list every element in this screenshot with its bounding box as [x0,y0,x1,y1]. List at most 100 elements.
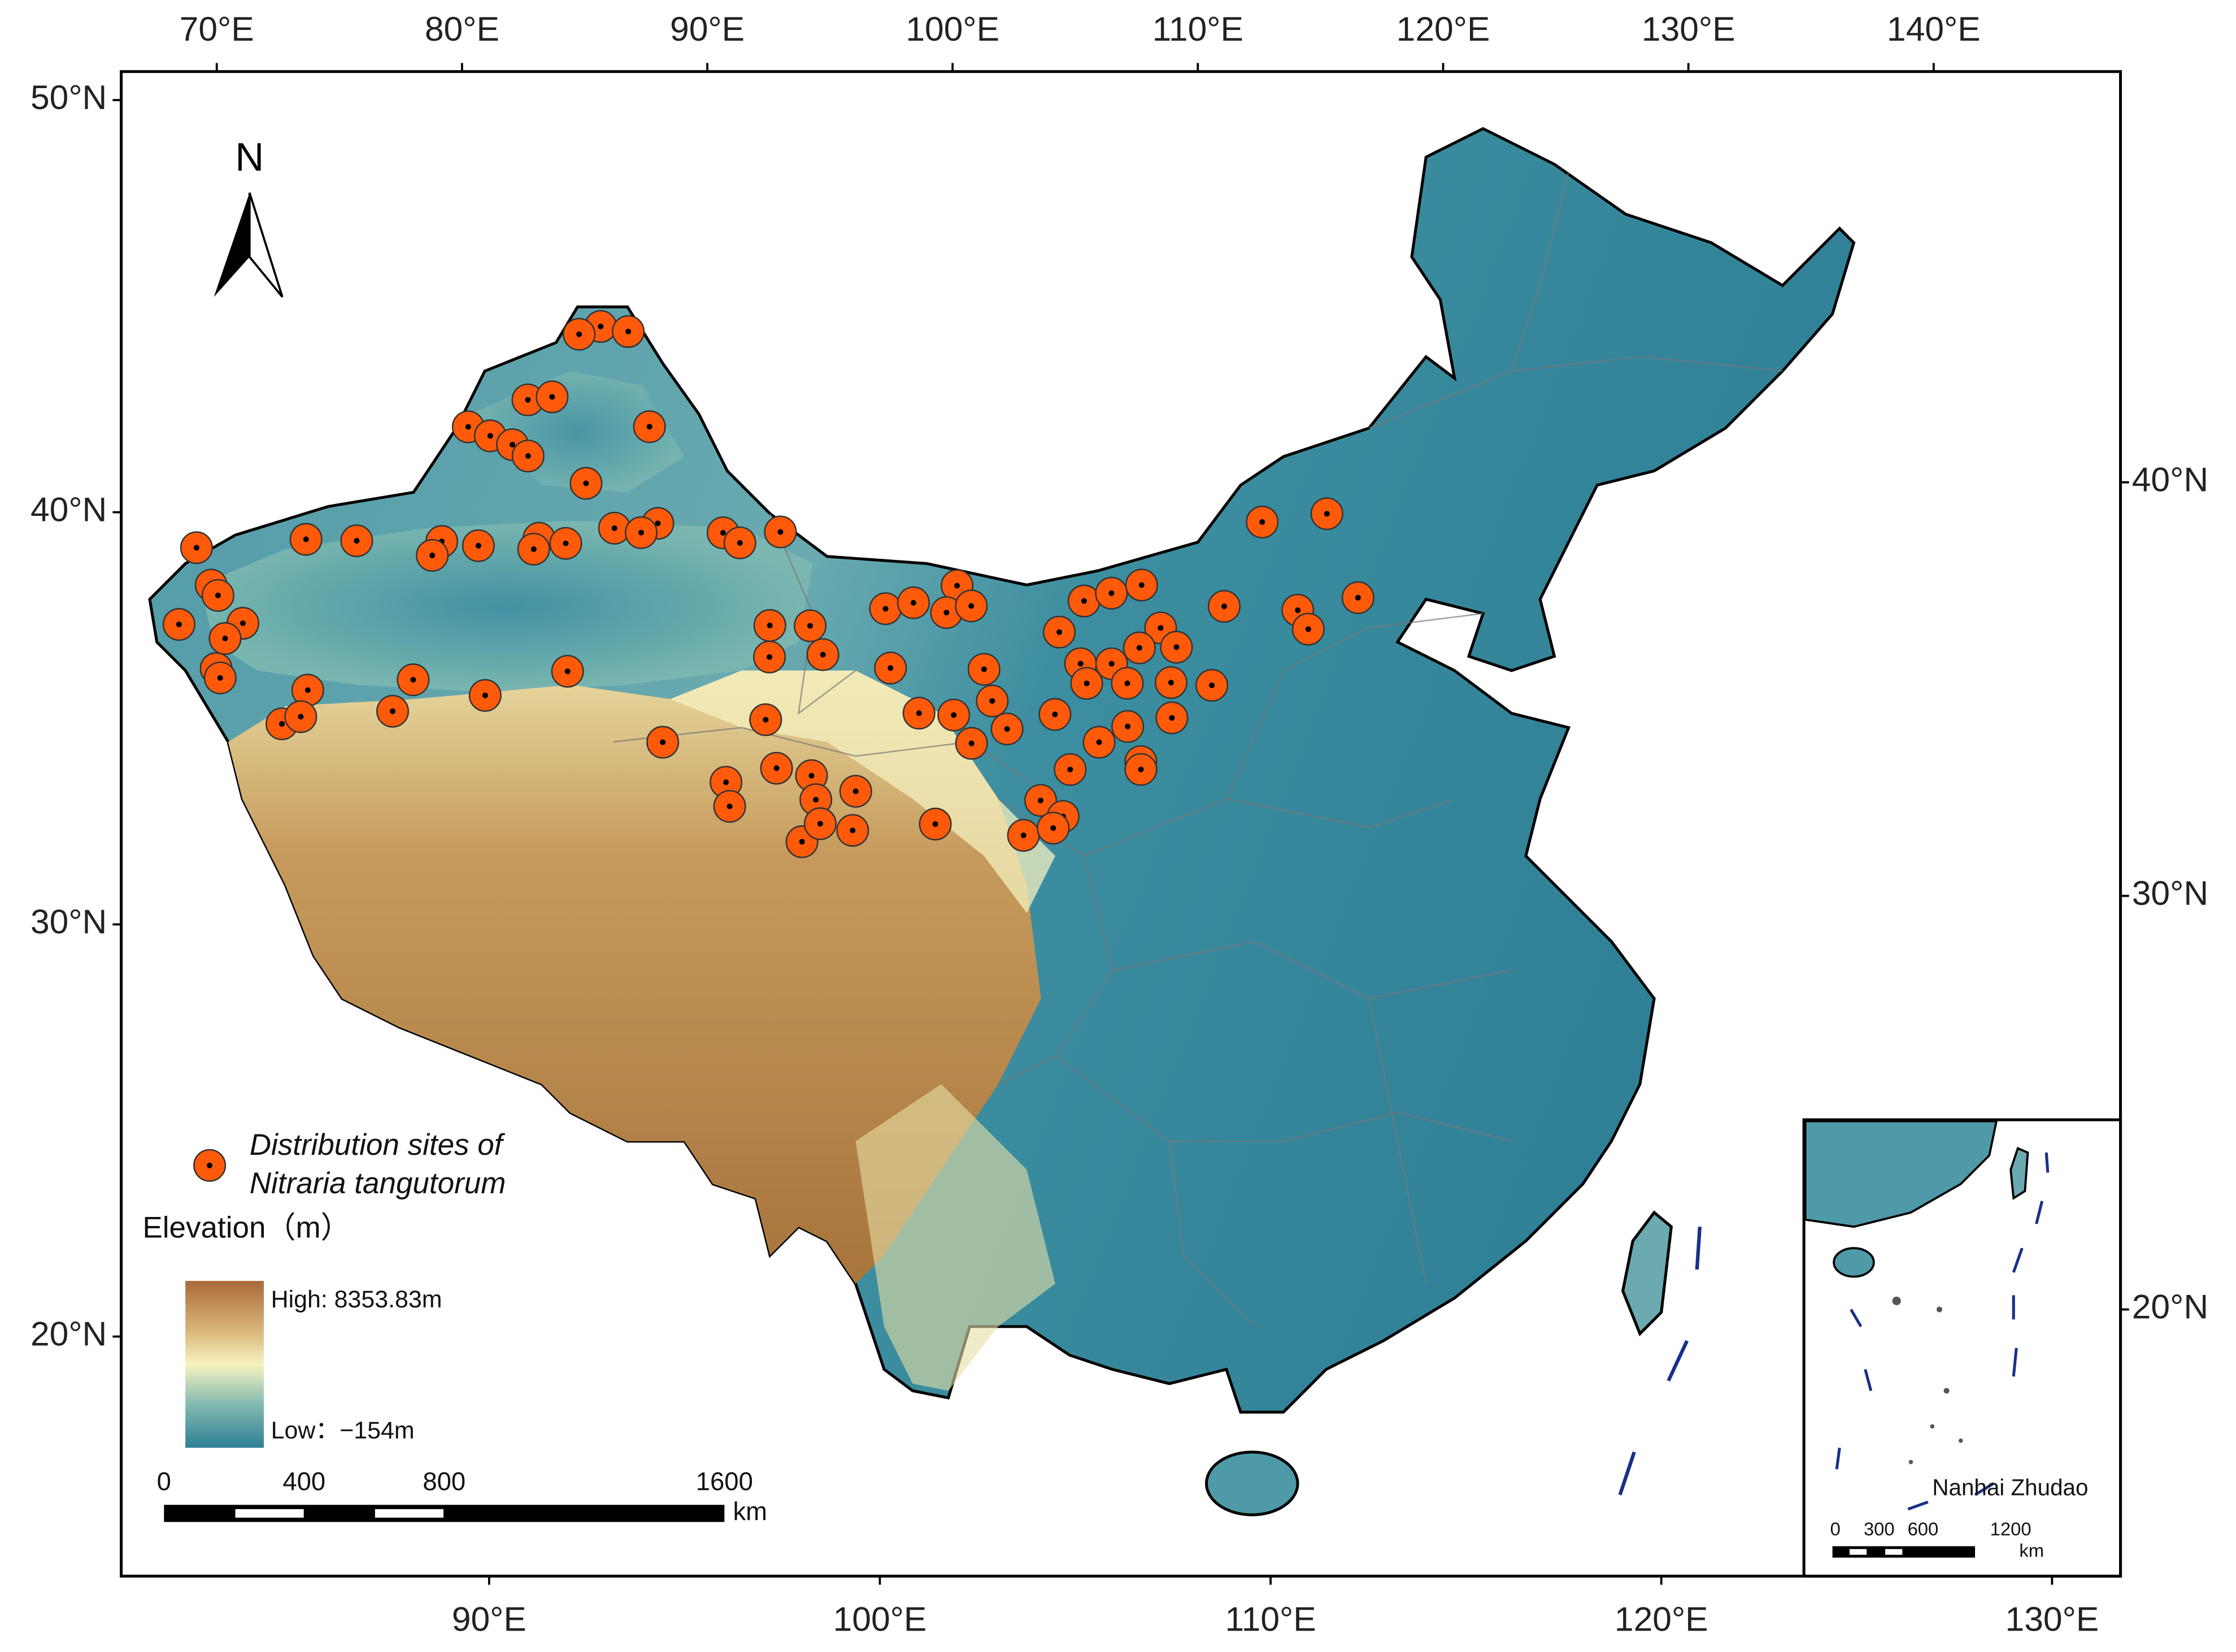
inset-scale-gap [1849,1549,1867,1555]
site-dot [638,529,645,536]
scale-label: 1600 [696,1467,753,1496]
site [723,526,756,559]
site [1160,631,1193,664]
site [753,609,786,642]
site-dot [611,525,617,531]
site [955,727,988,760]
site-dot [850,827,856,833]
legend-label: Nitraria tangutorum [250,1167,506,1200]
site-dot [655,520,661,527]
site-dot [193,545,199,551]
site-dot [882,606,889,612]
lon-tick-label: 100°E [833,1600,927,1638]
site-dot [240,620,246,627]
island [1892,1296,1901,1306]
site-dot [303,536,309,542]
inset-scale-label: 0 [1830,1519,1841,1540]
inset-scale-label: 300 [1864,1519,1895,1540]
border [1511,171,1569,372]
lon-tick-label: 80°E [425,10,499,48]
site-dot [1173,644,1180,650]
border [769,513,856,715]
site-dot [773,765,780,771]
site [760,751,793,785]
site-dot [888,665,894,671]
site-dot [525,397,531,403]
site [511,440,545,473]
island [1943,1388,1950,1394]
site-dot [1084,680,1090,686]
site-dot [525,453,531,459]
site [1067,584,1100,618]
site [1195,668,1229,702]
site-dot [1305,626,1311,632]
site-dot [910,599,917,606]
site [208,622,242,655]
site [794,609,827,642]
site [919,807,952,841]
site [806,638,839,671]
island [1908,1460,1913,1464]
site [1043,615,1076,649]
site-dot [1324,511,1330,517]
island [1930,1424,1935,1429]
inset-title: Nanhai Zhudao [1932,1474,2088,1500]
site [517,532,550,566]
site [869,592,902,625]
site-dot [943,610,950,616]
site-dot [354,538,360,544]
site-dot [465,424,471,430]
site-dot [549,394,555,400]
scale-bar-gap [235,1509,304,1518]
lon-tick-label: 130°E [1642,10,1735,48]
site [1082,725,1116,759]
elevation-title: Elevation（m） [142,1211,350,1244]
site-dot [932,821,938,827]
site [1123,631,1156,664]
site [897,586,930,619]
inset-hainan [1833,1247,1875,1278]
dash [1835,1152,2050,1511]
site [633,410,666,444]
tarim-basin [199,520,813,692]
site [1207,590,1241,623]
scale-bar-gap [375,1509,444,1518]
inset-scale-body [1832,1546,1976,1558]
scale-label: 800 [423,1467,466,1496]
site [162,608,195,641]
site-dot [1259,519,1265,525]
site [201,579,234,612]
lon-tick-label: 110°E [1225,1600,1316,1638]
site [902,697,936,730]
site-dot [820,651,826,658]
site-dot [475,542,481,549]
site [563,318,596,351]
border [1083,612,1484,857]
site [803,807,837,840]
site [1111,667,1144,700]
site-dot [852,788,859,794]
site [1007,819,1040,852]
site-dot [799,838,805,845]
border [1055,1055,1512,1142]
site [416,538,449,572]
nine-dash-line [1618,1227,1702,1496]
site [1054,753,1087,786]
site [1246,505,1279,538]
site [990,712,1024,746]
site-dot [1052,711,1058,718]
site [646,725,680,759]
legend-marker-dot [207,1162,213,1168]
site-dot [1138,766,1144,772]
site-dot [1004,726,1010,732]
site [397,663,430,697]
site-dot [215,592,221,598]
site-dot [727,803,733,810]
graticule-labels: 70°E 80°E 90°E 100°E 110°E 120°E 130°E 140°E 90°… [31,10,2208,1638]
site-dot [737,540,743,546]
site-dot [723,779,729,785]
elevation-ramp [185,1281,264,1448]
site [1070,667,1103,700]
inset-coast [1804,1120,1998,1228]
site-dot [410,677,416,683]
